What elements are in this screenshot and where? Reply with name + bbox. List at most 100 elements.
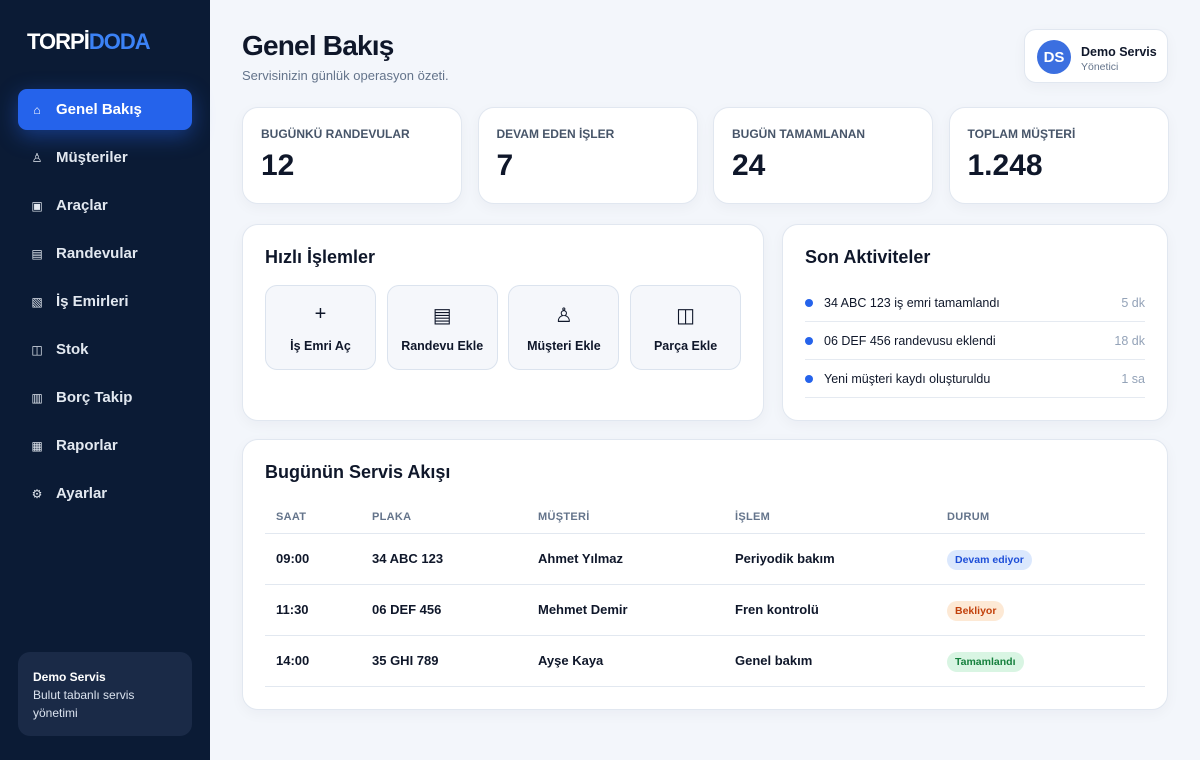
- nav-icon: ▤: [31, 246, 43, 261]
- page-title: Genel Bakış: [242, 30, 394, 61]
- status-badge: Devam ediyor: [947, 550, 1032, 570]
- table-row: 14:00 35 GHI 789 Ayşe Kaya Genel bakım Tamam…: [265, 635, 1145, 687]
- quick-action-label: Parça Ekle: [653, 339, 718, 353]
- nav-icon: ⌂: [33, 102, 41, 117]
- nav-item[interactable]: ▦ Raporlar: [18, 425, 192, 466]
- quick-actions: Hızlı İşlemler + İş Emri Aç ▤ Randevu Ekle ♙…: [242, 224, 764, 421]
- sidebar-footer: Demo Servis Bulut tabanlı servis yönetimi: [18, 652, 192, 736]
- nav-item[interactable]: ▤ Randevular: [18, 233, 192, 274]
- nav-label: Araçlar: [56, 197, 108, 214]
- activity-time: 5 dk: [1121, 295, 1145, 310]
- nav-label: Randevular: [56, 245, 138, 262]
- quick-action[interactable]: ♙ Müşteri Ekle: [508, 285, 620, 370]
- quick-action-label: İş Emri Aç: [290, 339, 351, 353]
- stat-card: TOPLAM MÜŞTERİ 1.248: [948, 107, 1169, 204]
- table-cell: 35 GHI 789: [371, 635, 537, 687]
- stat-label: BUGÜN TAMAMLANAN: [732, 127, 866, 141]
- activity-text: 34 ABC 123 iş emri tamamlandı: [824, 295, 1000, 310]
- activities: Son Aktiviteler 34 ABC 123 iş emri tamam…: [782, 224, 1168, 421]
- nav-label: Müşteriler: [56, 149, 128, 166]
- logo-part: TORPİ: [27, 29, 90, 54]
- nav-label: İş Emirleri: [56, 293, 129, 310]
- column-header: PLAKA: [371, 501, 537, 534]
- nav-icon: ◫: [31, 342, 43, 357]
- table-row: 11:30 06 DEF 456 Mehmet Demir Fren kontrolü…: [265, 584, 1145, 636]
- table-cell: Ahmet Yılmaz: [537, 533, 734, 585]
- table-cell: 34 ABC 123: [371, 533, 537, 585]
- sidebar: TORPİDODA ⌂ Genel Bakış ♙ Müşteriler ▣ Araçla…: [0, 0, 210, 760]
- activity-time: 18 dk: [1114, 333, 1145, 348]
- logo[interactable]: TORPİDODA: [27, 29, 151, 55]
- stat-value: 7: [496, 149, 514, 182]
- activity-dot: [805, 374, 813, 383]
- nav-item[interactable]: ▥ Borç Takip: [18, 377, 192, 418]
- quick-action-icon: ♙: [554, 305, 573, 327]
- column-header: SAAT: [265, 501, 371, 534]
- table-cell: Genel bakım: [734, 635, 946, 687]
- nav-item[interactable]: ⌂ Genel Bakış: [18, 89, 192, 130]
- stat-value: 12: [261, 149, 295, 182]
- section-title: Son Aktiviteler: [805, 247, 931, 267]
- nav-label: Stok: [56, 341, 89, 358]
- schedule-table: SAAT PLAKA MÜŞTERİ İŞLEM DURUM 09:00 34 ABC 12…: [265, 501, 1145, 687]
- activity-dot: [805, 298, 813, 307]
- quick-action-label: Randevu Ekle: [401, 339, 484, 353]
- stat-label: BUGÜNKÜ RANDEVULAR: [261, 127, 410, 141]
- activity-dot: [805, 336, 813, 345]
- nav-item[interactable]: ⚙ Ayarlar: [18, 473, 192, 514]
- activity: 34 ABC 123 iş emri tamamlandı 5 dk: [805, 284, 1145, 322]
- user-role: Yönetici: [1081, 61, 1119, 73]
- nav-item[interactable]: ▣ Araçlar: [18, 185, 192, 226]
- quick-action[interactable]: + İş Emri Aç: [265, 285, 376, 370]
- nav-item[interactable]: ◫ Stok: [18, 329, 192, 370]
- quick-action-icon: ◫: [676, 305, 696, 327]
- stat-card: DEVAM EDEN İŞLER 7: [477, 107, 698, 204]
- nav-label: Genel Bakış: [56, 101, 142, 118]
- activity: Yeni müşteri kaydı oluşturuldu 1 sa: [805, 360, 1145, 398]
- nav-icon: ▧: [31, 294, 43, 309]
- user-card[interactable]: DS Demo Servis Yönetici: [1024, 29, 1168, 83]
- schedule: Bugünün Servis Akışı SAAT PLAKA MÜŞTERİ İŞL…: [242, 439, 1168, 710]
- page-subtitle: Servisinizin günlük operasyon özeti.: [242, 68, 449, 83]
- table-row: 09:00 34 ABC 123 Ahmet Yılmaz Periyodik bak…: [265, 533, 1145, 585]
- quick-action-label: Müşteri Ekle: [527, 339, 601, 353]
- table-cell: 14:00: [265, 635, 371, 687]
- quick-action-icon: ▤: [432, 305, 452, 327]
- table-cell: Tamamlandı: [946, 635, 1145, 687]
- nav-item[interactable]: ▧ İş Emirleri: [18, 281, 192, 322]
- quick-action[interactable]: ◫ Parça Ekle: [630, 285, 742, 370]
- nav-icon: ♙: [31, 150, 43, 165]
- activity-time: 1 sa: [1121, 371, 1145, 386]
- stat-value: 24: [732, 149, 766, 182]
- table-cell: Devam ediyor: [946, 533, 1145, 585]
- avatar: DS: [1037, 40, 1071, 74]
- stat-label: TOPLAM MÜŞTERİ: [967, 127, 1076, 141]
- nav-label: Ayarlar: [56, 485, 108, 502]
- activity-text: Yeni müşteri kaydı oluşturuldu: [824, 371, 991, 386]
- quick-action-icon: +: [314, 303, 327, 325]
- table-cell: 09:00: [265, 533, 371, 585]
- table-cell: 11:30: [265, 584, 371, 636]
- stat-card: BUGÜN TAMAMLANAN 24: [713, 107, 933, 204]
- column-header: İŞLEM: [734, 501, 946, 534]
- nav-item[interactable]: ♙ Müşteriler: [18, 137, 192, 178]
- footer-text: Bulut tabanlı servis yönetimi: [33, 688, 135, 720]
- table-cell: Mehmet Demir: [537, 584, 734, 636]
- activity-text: 06 DEF 456 randevusu eklendi: [824, 333, 996, 348]
- quick-action[interactable]: ▤ Randevu Ekle: [386, 285, 498, 370]
- activity: 06 DEF 456 randevusu eklendi 18 dk: [805, 322, 1145, 360]
- column-header: MÜŞTERİ: [537, 501, 734, 534]
- table-cell: Fren kontrolü: [734, 584, 946, 636]
- nav-icon: ▦: [31, 438, 43, 453]
- user-name: Demo Servis: [1081, 45, 1157, 59]
- nav-icon: ▣: [31, 198, 43, 213]
- table-cell: Ayşe Kaya: [537, 635, 734, 687]
- table-cell: 06 DEF 456: [371, 584, 537, 636]
- footer-title: Demo Servis: [33, 670, 106, 684]
- status-badge: Bekliyor: [947, 601, 1005, 621]
- logo-part: DODA: [88, 29, 151, 54]
- stat-card: BUGÜNKÜ RANDEVULAR 12: [242, 107, 462, 204]
- nav-label: Borç Takip: [56, 389, 133, 406]
- nav-label: Raporlar: [56, 437, 118, 454]
- table-cell: Periyodik bakım: [734, 533, 946, 585]
